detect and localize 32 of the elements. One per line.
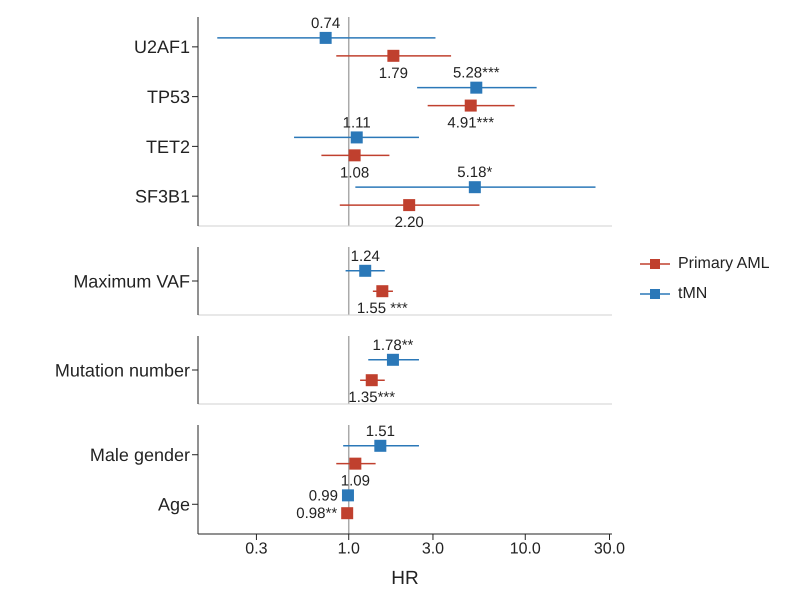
data-label: 1.08 <box>340 164 370 182</box>
x-tick-label: 3.0 <box>422 540 444 558</box>
data-label: 5.18* <box>457 164 493 182</box>
data-label: 2.20 <box>394 214 424 232</box>
y-tick-label: TP53 <box>146 87 190 108</box>
y-tick-label: U2AF1 <box>134 37 190 58</box>
data-label: 1.51 <box>366 422 395 440</box>
data-label: 1.09 <box>340 472 370 490</box>
data-label: 1.24 <box>350 248 380 265</box>
y-tick-label: TET2 <box>146 136 190 157</box>
y-tick-label: SF3B1 <box>134 186 190 207</box>
data-label: 1.35*** <box>348 389 396 406</box>
data-label: 0.99 <box>308 487 338 504</box>
x-tick-label: 0.3 <box>245 540 268 558</box>
data-label: 0.98** <box>296 505 338 522</box>
y-tick-label: Male gender <box>90 445 190 466</box>
x-tick-label: 30.0 <box>594 540 626 558</box>
data-label: 1.78** <box>372 336 414 354</box>
y-tick-label: Mutation number <box>54 360 190 380</box>
x-tick-label: 1.0 <box>338 540 360 558</box>
legend-label: tMN <box>678 284 708 302</box>
x-tick-label: 10.0 <box>510 540 541 558</box>
data-label: 5.28*** <box>452 64 500 82</box>
data-label: 0.74 <box>311 14 340 32</box>
data-label: 4.91*** <box>447 114 494 132</box>
y-tick-label: Age <box>158 494 190 515</box>
y-tick-label: Maximum VAF <box>73 271 190 292</box>
x-axis-title: HR <box>391 568 419 589</box>
data-label: 1.11 <box>342 114 371 132</box>
data-label: 1.55 *** <box>356 300 408 318</box>
legend-label: Primary AML <box>678 254 770 272</box>
data-label: 1.79 <box>378 64 408 82</box>
